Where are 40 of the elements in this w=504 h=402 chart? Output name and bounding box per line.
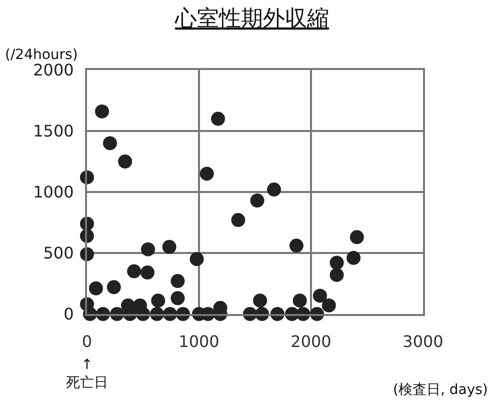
x-tick-label: 2000 [290,332,332,352]
point [231,213,246,228]
point [162,240,176,254]
y-tick-label: 1000 [33,182,74,202]
point [106,280,121,294]
point [346,250,361,265]
point [312,288,327,303]
point [140,266,154,280]
point [292,294,307,308]
point [170,274,185,288]
x-axis-title: (検査日, days) [393,382,488,398]
y-tick-label: 500 [43,244,74,263]
point [253,294,268,308]
point [330,268,344,282]
point [95,104,110,118]
point [350,230,364,244]
text: ↑ 死亡日 [66,357,108,392]
point [330,256,344,270]
point [289,238,304,253]
point [200,166,214,181]
point [88,281,103,296]
point [102,136,117,150]
point [267,182,282,197]
point [322,298,336,312]
point [170,291,185,306]
point [151,294,166,308]
point [211,112,226,126]
y-tick-label: 1500 [33,122,74,141]
point [127,264,142,278]
x-tick-label: 0 [82,332,92,352]
y-tick-label: 0 [64,304,74,324]
point [250,194,264,208]
x-tick-label: 3000 [402,332,444,352]
y-tick-label: 2000 [33,60,74,80]
point [118,154,132,168]
point [190,252,204,266]
point [141,242,156,256]
x-tick-label: 1000 [178,332,220,352]
chart-title: 心室性期外収縮 [174,6,329,32]
y-axis-title: (/24hours) [5,47,78,63]
